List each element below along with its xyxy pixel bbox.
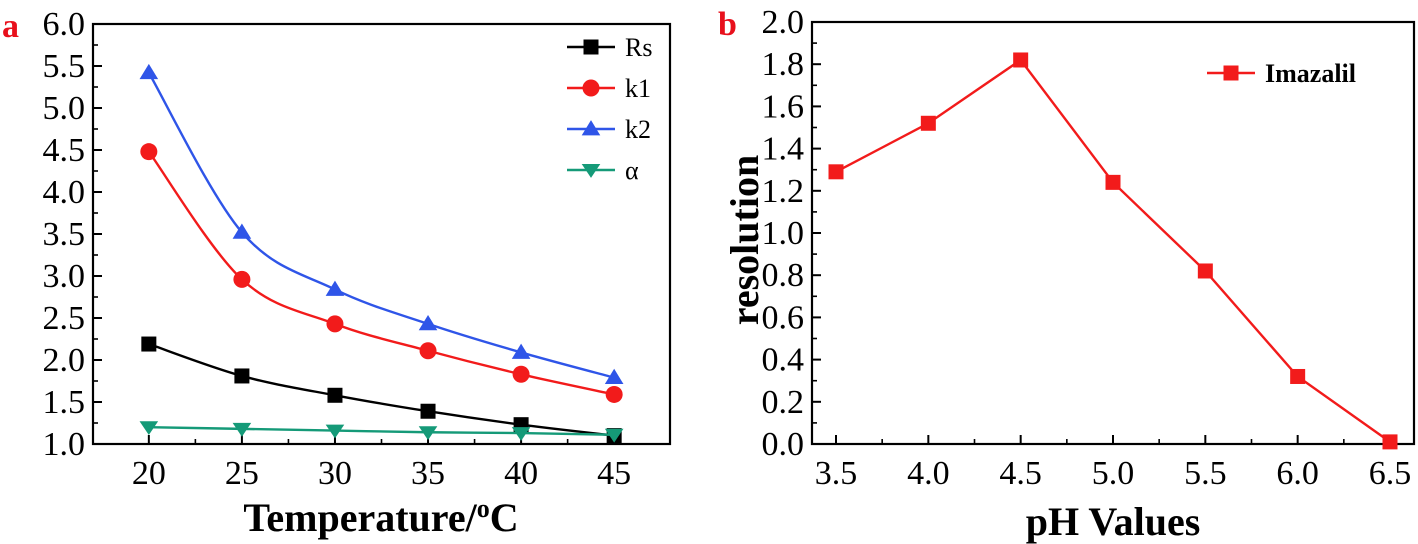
x-tick-label: 30 bbox=[318, 455, 352, 492]
y-tick-label: 1.8 bbox=[762, 46, 805, 83]
y-tick-label: 1.0 bbox=[762, 215, 805, 252]
x-tick-label: 6.0 bbox=[1276, 455, 1319, 492]
x-tick-label: 40 bbox=[504, 455, 538, 492]
legend-item: k1 bbox=[567, 74, 651, 103]
x-tick-label: 25 bbox=[225, 455, 259, 492]
data-point bbox=[234, 368, 250, 384]
series-line-k2 bbox=[147, 72, 615, 379]
x-tick-label: 5.0 bbox=[1092, 455, 1135, 492]
x-axis-title: pH Values bbox=[1026, 499, 1201, 544]
data-point bbox=[511, 427, 531, 441]
y-tick-label: 2.0 bbox=[762, 4, 805, 41]
data-point bbox=[604, 428, 624, 443]
data-point bbox=[139, 421, 159, 436]
data-point bbox=[233, 270, 251, 288]
data-point bbox=[326, 315, 344, 333]
y-tick-label: 5.0 bbox=[43, 90, 86, 127]
data-point bbox=[327, 387, 343, 403]
data-point bbox=[1013, 52, 1029, 68]
data-point bbox=[920, 115, 936, 131]
x-tick-label: 45 bbox=[597, 455, 631, 492]
legend-label: k2 bbox=[625, 115, 651, 144]
x-tick-label: 6.5 bbox=[1369, 455, 1412, 492]
legend: Imazalil bbox=[1207, 59, 1356, 88]
data-point bbox=[512, 365, 530, 383]
x-tick-label: 35 bbox=[411, 455, 445, 492]
x-tick-label: 20 bbox=[132, 455, 166, 492]
legend-marker bbox=[583, 39, 599, 55]
y-tick-label: 5.5 bbox=[43, 48, 86, 85]
y-tick-label: 1.5 bbox=[43, 384, 86, 421]
legend-item: Imazalil bbox=[1207, 59, 1356, 88]
data-point bbox=[605, 385, 623, 403]
chart-panel-a: 1.0 1.5 2.0 2.5 3.0 3.5 4.0 4.5 5.0 5.5 6.0 20 25 30 3… bbox=[2, 6, 672, 540]
y-tick-label: 0.0 bbox=[762, 426, 805, 463]
data-point bbox=[232, 223, 252, 239]
data-point bbox=[1197, 263, 1213, 279]
data-point bbox=[140, 143, 158, 161]
panel-label: b bbox=[718, 6, 737, 43]
y-tick-label: 0.2 bbox=[762, 384, 805, 421]
legend-label: Imazalil bbox=[1265, 59, 1356, 88]
y-axis-title: resolution bbox=[722, 155, 767, 325]
y-tick-label: 4.0 bbox=[43, 174, 86, 211]
y-tick-label: 2.0 bbox=[43, 342, 86, 379]
y-tick-label: 1.0 bbox=[43, 426, 86, 463]
x-tick-label: 4.5 bbox=[999, 455, 1042, 492]
data-point bbox=[420, 403, 436, 419]
y-tick-label: 1.2 bbox=[762, 173, 805, 210]
y-tick-label: 0.4 bbox=[762, 342, 805, 379]
y-tick-label: 0.6 bbox=[762, 299, 805, 336]
data-point bbox=[232, 422, 252, 437]
legend: Rs k1 k2 α bbox=[567, 33, 652, 185]
y-tick-label: 3.5 bbox=[43, 216, 86, 253]
data-point bbox=[1382, 434, 1398, 450]
data-point bbox=[1290, 368, 1306, 384]
legend-marker bbox=[1223, 65, 1239, 81]
legend-item: α bbox=[567, 156, 639, 185]
y-tick-label: 1.6 bbox=[762, 88, 805, 125]
y-tick-label: 3.0 bbox=[43, 258, 86, 295]
legend-item: k2 bbox=[567, 115, 651, 144]
data-point bbox=[139, 63, 159, 80]
legend-label: Rs bbox=[625, 33, 652, 62]
data-point bbox=[604, 368, 624, 385]
data-point bbox=[828, 164, 844, 180]
data-point bbox=[141, 336, 157, 352]
y-tick-label: 4.5 bbox=[43, 132, 86, 169]
series-line-α bbox=[148, 426, 615, 436]
legend-item: Rs bbox=[567, 33, 652, 62]
x-tick-label: 3.5 bbox=[815, 455, 858, 492]
data-point bbox=[1105, 174, 1121, 190]
legend-marker bbox=[581, 120, 601, 136]
y-tick-label: 6.0 bbox=[43, 6, 86, 43]
series-line-Rs bbox=[148, 342, 615, 437]
legend-marker bbox=[581, 164, 601, 178]
data-point bbox=[325, 424, 345, 439]
panel-label: a bbox=[2, 8, 19, 45]
x-tick-label: 5.5 bbox=[1184, 455, 1227, 492]
legend-label: k1 bbox=[625, 74, 651, 103]
data-point bbox=[418, 426, 438, 441]
data-point bbox=[325, 280, 345, 296]
data-point bbox=[419, 342, 437, 360]
legend-marker bbox=[582, 79, 600, 97]
y-tick-label: 1.4 bbox=[762, 131, 805, 168]
data-point bbox=[511, 343, 531, 359]
y-tick-label: 2.5 bbox=[43, 300, 86, 337]
chart-panel-b: 0.0 0.2 0.4 0.6 0.8 1.0 1.2 1.4 1.6 1.8 2.0 3.5 4.0 4… bbox=[718, 4, 1416, 544]
series-line-Imazalil bbox=[835, 58, 1391, 443]
data-point bbox=[418, 315, 438, 331]
legend-label: α bbox=[625, 156, 639, 185]
x-tick-label: 4.0 bbox=[907, 455, 950, 492]
x-axis-title: Temperature/oC bbox=[243, 494, 518, 540]
y-tick-label: 0.8 bbox=[762, 257, 805, 294]
